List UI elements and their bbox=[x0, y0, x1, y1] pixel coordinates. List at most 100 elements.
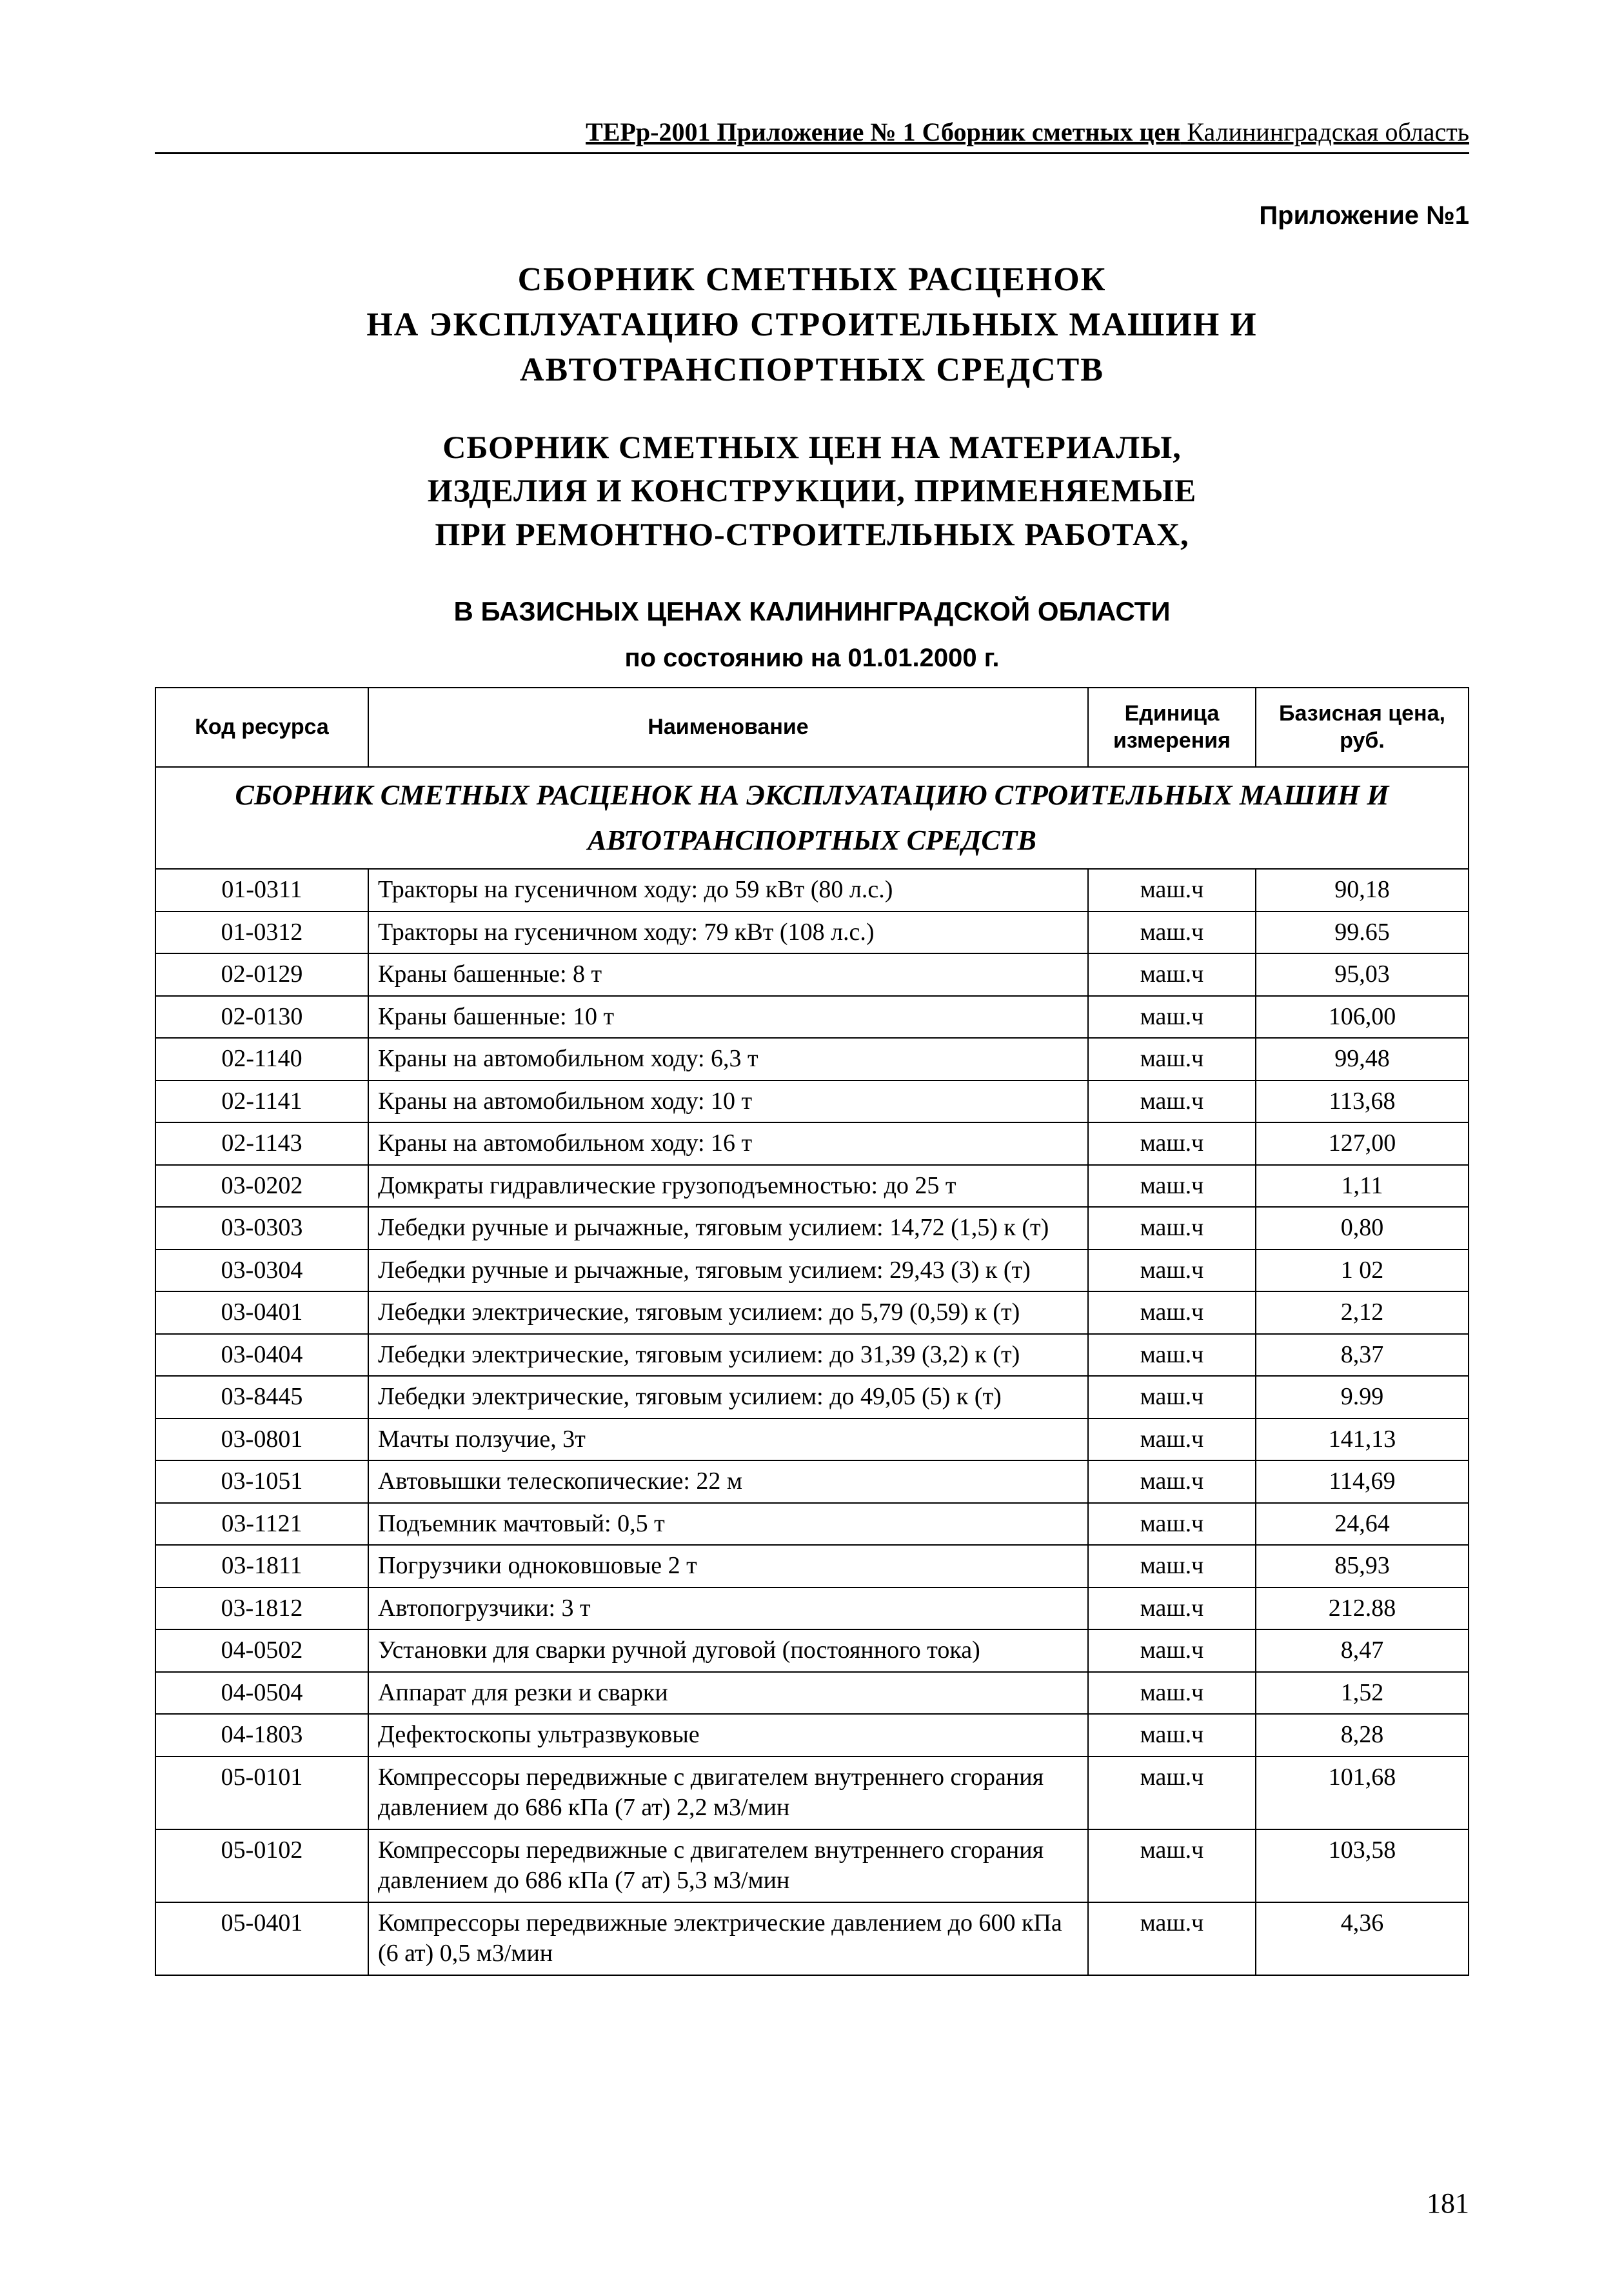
cell-code: 03-0303 bbox=[155, 1207, 368, 1249]
cell-name: Компрессоры передвижные электрические да… bbox=[368, 1902, 1088, 1975]
cell-name: Компрессоры передвижные с двигателем вну… bbox=[368, 1829, 1088, 1902]
cell-code: 03-1051 bbox=[155, 1460, 368, 1503]
cell-code: 02-1141 bbox=[155, 1080, 368, 1123]
cell-unit: маш.ч bbox=[1088, 996, 1256, 1039]
cell-price: 24,64 bbox=[1256, 1503, 1469, 1546]
section-title-cell: СБОРНИК СМЕТНЫХ РАСЦЕНОК НА ЭКСПЛУАТАЦИЮ… bbox=[155, 767, 1469, 870]
cell-name: Автопогрузчики: 3 т bbox=[368, 1587, 1088, 1630]
price-table: Код ресурса Наименование Единица измерен… bbox=[155, 687, 1469, 1976]
cell-name: Краны башенные: 10 т bbox=[368, 996, 1088, 1039]
table-row: 03-0304Лебедки ручные и рычажные, тяговы… bbox=[155, 1249, 1469, 1292]
cell-unit: маш.ч bbox=[1088, 1503, 1256, 1546]
cell-code: 05-0401 bbox=[155, 1902, 368, 1975]
cell-name: Краны на автомобильном ходу: 16 т bbox=[368, 1122, 1088, 1165]
cell-unit: маш.ч bbox=[1088, 1249, 1256, 1292]
cell-price: 8,47 bbox=[1256, 1629, 1469, 1672]
table-row: 02-0129Краны башенные: 8 тмаш.ч95,03 bbox=[155, 953, 1469, 996]
cell-name: Краны на автомобильном ходу: 6,3 т bbox=[368, 1038, 1088, 1080]
cell-name: Лебедки ручные и рычажные, тяговым усили… bbox=[368, 1249, 1088, 1292]
table-row: 01-0312Тракторы на гусеничном ходу: 79 к… bbox=[155, 911, 1469, 954]
table-row: 03-1121Подъемник мачтовый: 0,5 тмаш.ч24,… bbox=[155, 1503, 1469, 1546]
cell-unit: маш.ч bbox=[1088, 911, 1256, 954]
cell-name: Лебедки электрические, тяговым усилием: … bbox=[368, 1291, 1088, 1334]
cell-price: 141,13 bbox=[1256, 1418, 1469, 1461]
cell-price: 114,69 bbox=[1256, 1460, 1469, 1503]
cell-unit: маш.ч bbox=[1088, 1038, 1256, 1080]
region-line: В БАЗИСНЫХ ЦЕНАХ КАЛИНИНГРАДСКОЙ ОБЛАСТИ bbox=[155, 595, 1469, 629]
table-row: 03-0801Мачты ползучие, 3тмаш.ч141,13 bbox=[155, 1418, 1469, 1461]
cell-price: 2,12 bbox=[1256, 1291, 1469, 1334]
cell-price: 0,80 bbox=[1256, 1207, 1469, 1249]
cell-unit: маш.ч bbox=[1088, 1714, 1256, 1757]
cell-price: 90,18 bbox=[1256, 869, 1469, 911]
cell-name: Автовышки телескопические: 22 м bbox=[368, 1460, 1088, 1503]
cell-code: 03-0202 bbox=[155, 1165, 368, 1208]
table-row: 04-0504Аппарат для резки и сваркимаш.ч1,… bbox=[155, 1672, 1469, 1715]
cell-unit: маш.ч bbox=[1088, 1460, 1256, 1503]
running-header: ТЕРр-2001 Приложение № 1 Сборник сметных… bbox=[155, 116, 1469, 154]
title-line: СБОРНИК СМЕТНЫХ РАСЦЕНОК bbox=[264, 257, 1360, 303]
table-row: 01-0311Тракторы на гусеничном ходу: до 5… bbox=[155, 869, 1469, 911]
table-row: 05-0102Компрессоры передвижные с двигате… bbox=[155, 1829, 1469, 1902]
cell-code: 01-0312 bbox=[155, 911, 368, 954]
cell-name: Лебедки электрические, тяговым усилием: … bbox=[368, 1334, 1088, 1377]
main-title: СБОРНИК СМЕТНЫХ РАСЦЕНОК НА ЭКСПЛУАТАЦИЮ… bbox=[264, 257, 1360, 393]
cell-unit: маш.ч bbox=[1088, 1829, 1256, 1902]
cell-price: 1,11 bbox=[1256, 1165, 1469, 1208]
cell-code: 02-0130 bbox=[155, 996, 368, 1039]
cell-name: Тракторы на гусеничном ходу: до 59 кВт (… bbox=[368, 869, 1088, 911]
cell-unit: маш.ч bbox=[1088, 1587, 1256, 1630]
cell-name: Установки для сварки ручной дуговой (пос… bbox=[368, 1629, 1088, 1672]
cell-unit: маш.ч bbox=[1088, 953, 1256, 996]
table-row: 02-1141Краны на автомобильном ходу: 10 т… bbox=[155, 1080, 1469, 1123]
cell-code: 05-0102 bbox=[155, 1829, 368, 1902]
title-line: НА ЭКСПЛУАТАЦИЮ СТРОИТЕЛЬНЫХ МАШИН И bbox=[264, 303, 1360, 348]
subtitle-line: ИЗДЕЛИЯ И КОНСТРУКЦИИ, ПРИМЕНЯЕМЫЕ bbox=[264, 469, 1360, 513]
subtitle-line: СБОРНИК СМЕТНЫХ ЦЕН НА МАТЕРИАЛЫ, bbox=[264, 426, 1360, 470]
cell-code: 03-0801 bbox=[155, 1418, 368, 1461]
cell-price: 99,48 bbox=[1256, 1038, 1469, 1080]
cell-unit: маш.ч bbox=[1088, 1165, 1256, 1208]
col-header-price: Базисная цена, руб. bbox=[1256, 688, 1469, 767]
table-row: 04-1803Дефектоскопы ультразвуковыемаш.ч8… bbox=[155, 1714, 1469, 1757]
cell-price: 101,68 bbox=[1256, 1757, 1469, 1829]
cell-price: 103,58 bbox=[1256, 1829, 1469, 1902]
col-header-name: Наименование bbox=[368, 688, 1088, 767]
cell-price: 85,93 bbox=[1256, 1545, 1469, 1587]
cell-unit: маш.ч bbox=[1088, 1080, 1256, 1123]
cell-unit: маш.ч bbox=[1088, 1122, 1256, 1165]
section-title-row: СБОРНИК СМЕТНЫХ РАСЦЕНОК НА ЭКСПЛУАТАЦИЮ… bbox=[155, 767, 1469, 870]
table-row: 05-0401Компрессоры передвижные электриче… bbox=[155, 1902, 1469, 1975]
cell-code: 03-0304 bbox=[155, 1249, 368, 1292]
table-row: 03-0202Домкраты гидравлические грузоподъ… bbox=[155, 1165, 1469, 1208]
cell-code: 04-0504 bbox=[155, 1672, 368, 1715]
cell-price: 8,28 bbox=[1256, 1714, 1469, 1757]
table-row: 02-0130Краны башенные: 10 тмаш.ч106,00 bbox=[155, 996, 1469, 1039]
table-row: 03-1812Автопогрузчики: 3 тмаш.ч212.88 bbox=[155, 1587, 1469, 1630]
page-number: 181 bbox=[1427, 2185, 1469, 2221]
cell-unit: маш.ч bbox=[1088, 1629, 1256, 1672]
cell-name: Домкраты гидравлические грузоподъемность… bbox=[368, 1165, 1088, 1208]
cell-code: 03-0401 bbox=[155, 1291, 368, 1334]
cell-code: 03-8445 bbox=[155, 1376, 368, 1418]
cell-code: 05-0101 bbox=[155, 1757, 368, 1829]
cell-code: 02-1140 bbox=[155, 1038, 368, 1080]
table-row: 03-0404Лебедки электрические, тяговым ус… bbox=[155, 1334, 1469, 1377]
running-header-bold: ТЕРр-2001 Приложение № 1 Сборник сметных… bbox=[586, 117, 1180, 146]
col-header-unit: Единица измерения bbox=[1088, 688, 1256, 767]
cell-price: 113,68 bbox=[1256, 1080, 1469, 1123]
cell-unit: маш.ч bbox=[1088, 1902, 1256, 1975]
cell-price: 9.99 bbox=[1256, 1376, 1469, 1418]
cell-name: Тракторы на гусеничном ходу: 79 кВт (108… bbox=[368, 911, 1088, 954]
cell-unit: маш.ч bbox=[1088, 1757, 1256, 1829]
cell-price: 212.88 bbox=[1256, 1587, 1469, 1630]
cell-code: 03-1121 bbox=[155, 1503, 368, 1546]
cell-name: Краны на автомобильном ходу: 10 т bbox=[368, 1080, 1088, 1123]
cell-name: Погрузчики одноковшовые 2 т bbox=[368, 1545, 1088, 1587]
cell-code: 04-0502 bbox=[155, 1629, 368, 1672]
table-row: 04-0502Установки для сварки ручной дугов… bbox=[155, 1629, 1469, 1672]
cell-name: Краны башенные: 8 т bbox=[368, 953, 1088, 996]
cell-unit: маш.ч bbox=[1088, 1418, 1256, 1461]
cell-name: Лебедки электрические, тяговым усилием: … bbox=[368, 1376, 1088, 1418]
cell-unit: маш.ч bbox=[1088, 1207, 1256, 1249]
